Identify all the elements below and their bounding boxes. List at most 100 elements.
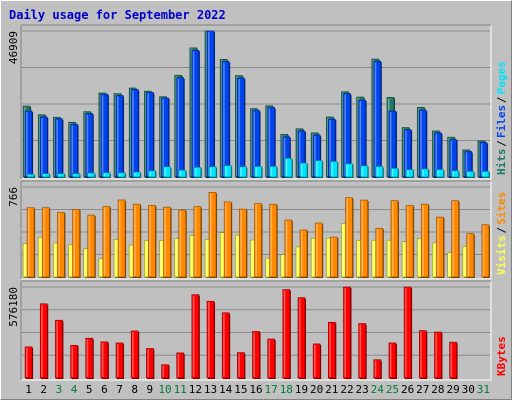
- bar-highlight: [26, 112, 28, 176]
- bar-highlight: [179, 211, 182, 276]
- pages-bar: [299, 162, 308, 178]
- pages-bar: [284, 158, 293, 178]
- pages-bar: [330, 161, 339, 178]
- bar-body: [269, 166, 277, 178]
- bar-highlight: [463, 247, 466, 276]
- bar-body: [161, 364, 169, 379]
- bar-highlight: [210, 193, 212, 276]
- files-bar: [130, 89, 140, 178]
- bar-body: [358, 323, 366, 379]
- kbytes-bar: [161, 364, 170, 379]
- bar-body: [375, 227, 384, 278]
- bar-body: [191, 294, 200, 379]
- kbytes-bar: [24, 346, 34, 379]
- bar-body: [299, 162, 308, 178]
- pages-bar: [193, 167, 202, 178]
- kbytes-bar: [282, 289, 291, 379]
- x-tick-label: 24: [371, 383, 385, 396]
- legend-separator: /: [495, 96, 508, 103]
- y-max-label: 766: [7, 187, 20, 207]
- panel-mid: 766 Visits/ Sites: [7, 180, 508, 280]
- bar-body: [360, 165, 368, 178]
- bar-body: [390, 200, 399, 278]
- bar-body: [57, 173, 65, 178]
- sites-bar: [390, 200, 399, 278]
- bar-body: [388, 342, 397, 379]
- sites-bar: [148, 205, 157, 278]
- sites-bar: [375, 227, 384, 278]
- pages-bar: [57, 173, 66, 178]
- bar-highlight: [359, 324, 362, 377]
- sites-bar: [239, 208, 248, 278]
- x-tick-label: 23: [356, 383, 369, 396]
- bar-body: [420, 168, 429, 178]
- bar-body: [299, 229, 308, 278]
- bar-highlight: [316, 223, 318, 276]
- files-bar: [221, 61, 231, 179]
- bar-body: [223, 165, 232, 178]
- bar-highlight: [177, 78, 180, 176]
- sites-bar: [57, 212, 66, 278]
- bar-highlight: [132, 90, 134, 176]
- bar-body: [449, 341, 457, 379]
- pages-bar: [375, 166, 384, 178]
- bar-highlight: [147, 349, 149, 377]
- panel-bot: 576180 KBytes: [7, 280, 508, 381]
- bar-body: [420, 203, 429, 278]
- x-tick-label: 12: [189, 383, 202, 396]
- pages-bar: [132, 171, 142, 178]
- bar-body: [70, 345, 78, 379]
- bar-highlight: [43, 174, 45, 176]
- bar-highlight: [314, 135, 316, 176]
- legend-entry: Sites: [495, 192, 508, 225]
- bar-highlight: [300, 231, 303, 276]
- x-tick-label: 2: [40, 383, 47, 396]
- bar-highlight: [56, 321, 58, 377]
- kbytes-bar: [388, 342, 397, 379]
- legend-entry: Visits: [495, 235, 508, 275]
- bar-highlight: [344, 94, 346, 176]
- bar-highlight: [119, 200, 121, 276]
- x-tick-label: 21: [325, 383, 338, 396]
- pages-bar: [314, 160, 324, 178]
- sites-bar: [360, 199, 369, 278]
- kbytes-bar: [85, 337, 94, 379]
- bar-body: [252, 331, 260, 379]
- pages-bar: [163, 166, 172, 178]
- bar-body: [330, 236, 338, 278]
- bar-highlight: [103, 207, 106, 276]
- kbytes-bar: [252, 331, 261, 379]
- pages-bar: [87, 172, 96, 178]
- bar-body: [100, 341, 109, 379]
- bar-highlight: [117, 343, 119, 377]
- kbytes-bar: [403, 286, 413, 379]
- pages-bar: [481, 171, 490, 178]
- bar-highlight: [422, 205, 424, 276]
- bar-highlight: [134, 205, 136, 276]
- bar-body: [375, 166, 384, 178]
- bar-body: [405, 169, 414, 178]
- bar-highlight: [312, 239, 314, 276]
- bar-body: [132, 203, 141, 278]
- bar-body: [117, 172, 126, 178]
- bar-highlight: [238, 79, 240, 176]
- bar-body: [284, 219, 293, 278]
- bar-highlight: [145, 241, 147, 276]
- bar-highlight: [296, 247, 299, 276]
- bar-body: [115, 342, 124, 379]
- bar-body: [284, 158, 293, 178]
- pages-bar: [360, 165, 369, 178]
- bar-highlight: [160, 241, 163, 276]
- panel-top: 46909 Hits / Files / Pages: [7, 24, 508, 180]
- bar-highlight: [452, 201, 455, 276]
- bar-highlight: [482, 172, 485, 176]
- kbytes-bar: [343, 286, 352, 379]
- bar-highlight: [283, 137, 286, 176]
- legend-entry: KBytes: [495, 336, 508, 376]
- x-tick-label: 25: [386, 383, 399, 396]
- legend-entry: Pages: [495, 61, 508, 94]
- bar-highlight: [88, 216, 91, 276]
- bar-body: [72, 173, 80, 178]
- bar-body: [314, 222, 323, 278]
